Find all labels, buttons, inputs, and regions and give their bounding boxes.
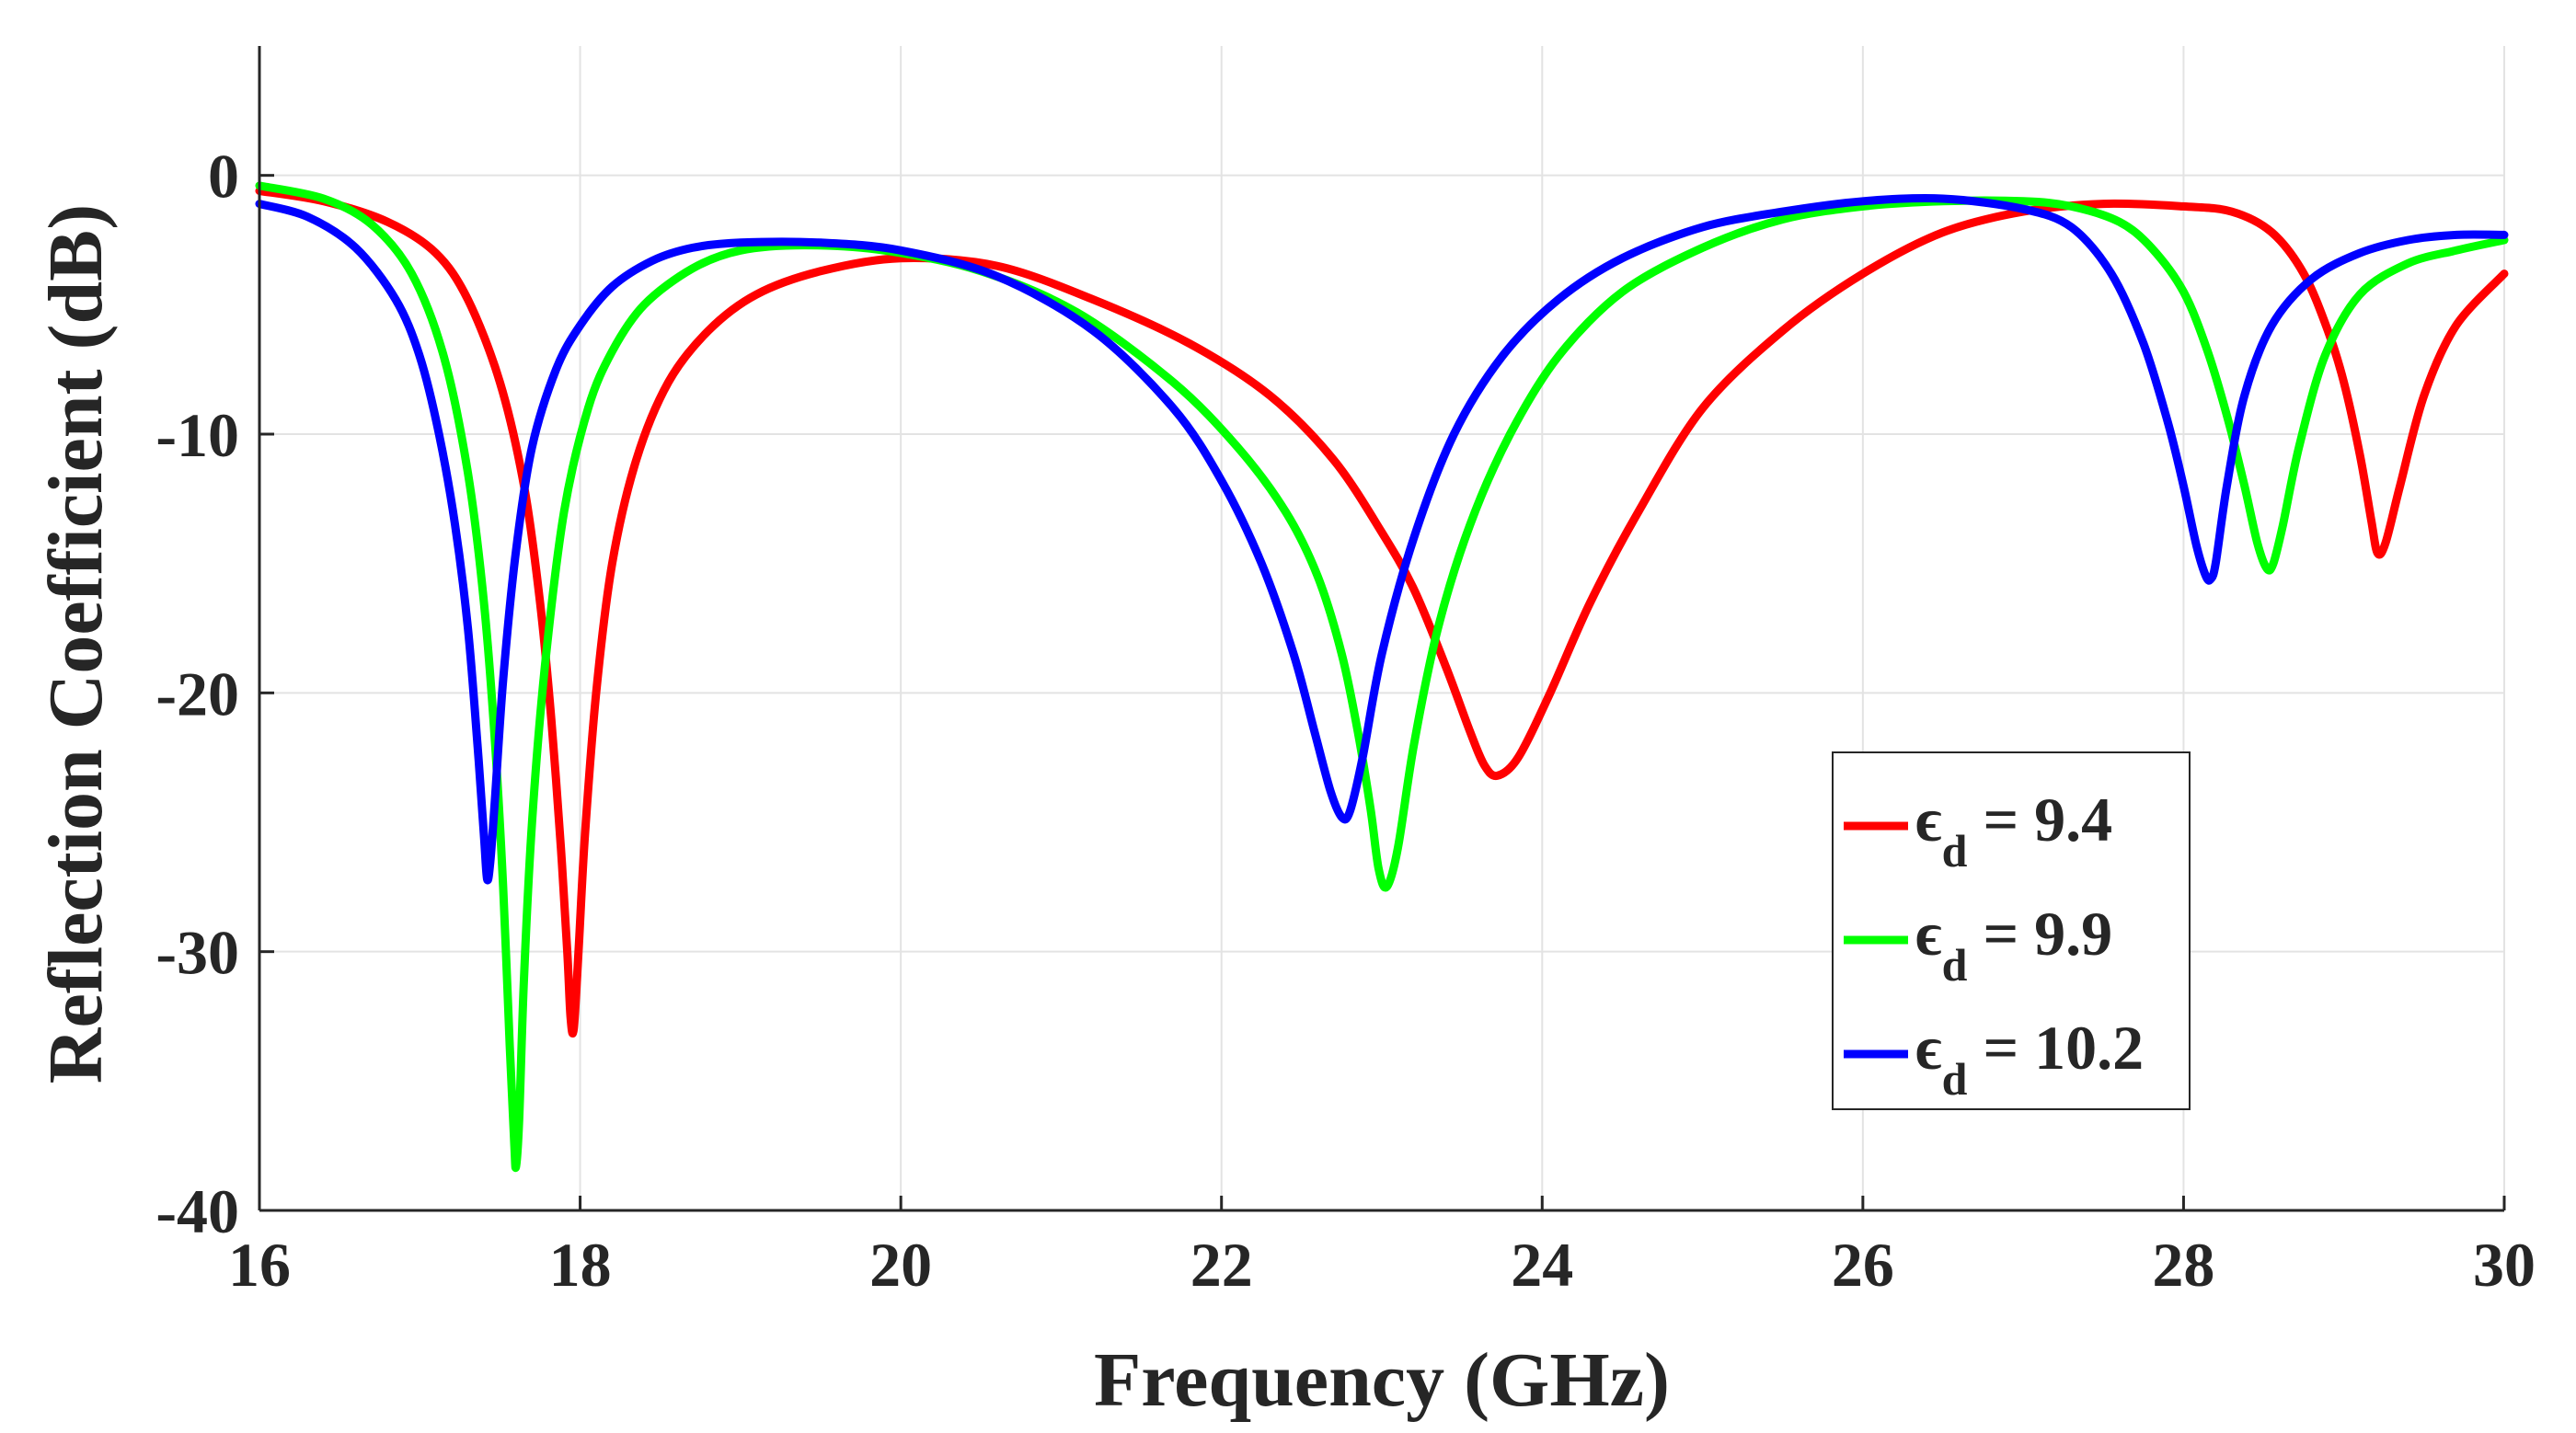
y-tick-label: -20	[155, 659, 239, 728]
x-tick-label: 22	[1190, 1230, 1253, 1300]
x-axis-title: Frequency (GHz)	[1094, 1337, 1670, 1423]
legend-subscript: d	[1942, 1053, 1968, 1105]
legend-symbol: ϵ	[1915, 1013, 1942, 1083]
legend-symbol: ϵ	[1915, 785, 1942, 854]
legend-subscript: d	[1942, 825, 1968, 877]
x-tick-label: 28	[2152, 1230, 2214, 1300]
legend-value: = 9.9	[1967, 899, 2112, 969]
x-tick-label: 20	[869, 1230, 932, 1300]
x-tick-label: 18	[549, 1230, 612, 1300]
legend: ϵd = 9.4ϵd = 9.9ϵd = 10.2	[1832, 751, 2191, 1110]
axes	[258, 46, 2506, 1212]
x-tick-label: 24	[1511, 1230, 1573, 1300]
x-tick-label: 30	[2473, 1230, 2536, 1300]
legend-label: ϵd = 9.9	[1915, 899, 2112, 991]
series-lines	[255, 181, 2509, 1173]
x-tick-label: 26	[1832, 1230, 1894, 1300]
series-line-1	[255, 181, 2509, 1173]
legend-subscript: d	[1942, 939, 1968, 991]
x-tick-label: 16	[228, 1230, 291, 1300]
y-tick-label: -10	[155, 400, 239, 470]
y-axis-title: Reflection Coefficient (dB)	[33, 204, 119, 1083]
tick-labels: 16 18 20 22 24 26 28 30 0 -10 -20 -30 -40	[155, 142, 2536, 1300]
series-line-2	[255, 194, 2509, 885]
y-tick-label: -40	[155, 1176, 239, 1246]
legend-box	[1832, 751, 2191, 1110]
y-tick-label: -30	[155, 918, 239, 988]
y-tick-label: 0	[208, 142, 239, 212]
legend-symbol: ϵ	[1915, 899, 1942, 969]
legend-label: ϵd = 9.4	[1915, 785, 2112, 877]
series-line-0	[255, 187, 2509, 1038]
legend-value: = 9.4	[1967, 785, 2112, 854]
legend-label: ϵd = 10.2	[1915, 1013, 2144, 1105]
legend-value: = 10.2	[1967, 1013, 2144, 1083]
